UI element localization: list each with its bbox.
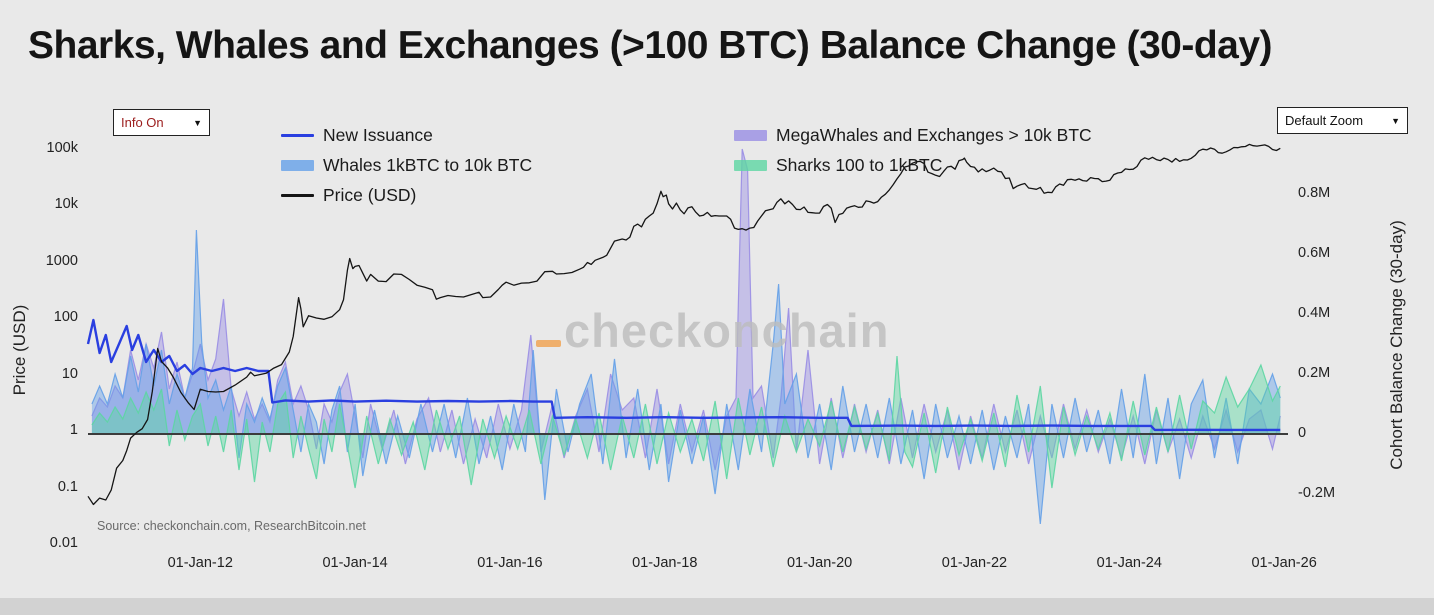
y-right-tick: 0.8M xyxy=(1298,185,1331,201)
x-tick: 01-Jan-26 xyxy=(1251,555,1317,571)
legend-label-whales: Whales 1kBTC to 10k BTC xyxy=(323,154,533,175)
sharks-area-swatch-icon xyxy=(734,159,767,171)
legend-label-price: Price (USD) xyxy=(323,184,417,205)
series-outline-megawhales xyxy=(91,148,1281,471)
series-outline-sharks xyxy=(91,355,1281,489)
legend-item-whales[interactable]: Whales 1kBTC to 10k BTC xyxy=(281,150,532,180)
bottom-strip xyxy=(0,598,1434,615)
legend-label-sharks: Sharks 100 to 1kBTC xyxy=(776,154,943,175)
zoom-dropdown[interactable]: Default Zoom ▼ xyxy=(1277,107,1408,134)
page-title: Sharks, Whales and Exchanges (>100 BTC) … xyxy=(28,24,1273,67)
y-left-tick: 0.1 xyxy=(57,478,78,495)
megawhales-area-swatch-icon xyxy=(734,129,767,141)
legend-column-1: New Issuance Whales 1kBTC to 10k BTC Pri… xyxy=(281,120,532,210)
source-note: Source: checkonchain.com, ResearchBitcoi… xyxy=(97,519,366,533)
y-right-tick: 0.6M xyxy=(1298,245,1331,261)
x-tick: 01-Jan-12 xyxy=(167,555,233,571)
info-dropdown[interactable]: Info On ▼ xyxy=(113,109,210,136)
x-tick: 01-Jan-22 xyxy=(941,555,1008,571)
chevron-down-icon: ▼ xyxy=(1391,115,1400,126)
y-right-tick: -0.2M xyxy=(1298,485,1336,501)
legend-column-2: MegaWhales and Exchanges > 10k BTC Shark… xyxy=(734,120,1092,180)
info-dropdown-value: Info On xyxy=(121,115,164,130)
x-tick: 01-Jan-18 xyxy=(632,555,698,571)
y-left-tick: 1 xyxy=(69,422,78,438)
legend-label-new-issuance: New Issuance xyxy=(323,124,433,145)
y-left-tick: 0.01 xyxy=(49,535,78,551)
x-tick: 01-Jan-20 xyxy=(786,555,853,571)
whales-area-swatch-icon xyxy=(281,159,314,171)
legend-item-new-issuance[interactable]: New Issuance xyxy=(281,120,532,150)
price-line-swatch-icon xyxy=(281,193,314,197)
series-line-new-issuance xyxy=(86,318,1281,432)
new-issuance-line-swatch-icon xyxy=(281,133,314,137)
y-left-tick: 100k xyxy=(46,139,78,156)
y-left-tick: 10 xyxy=(61,365,78,382)
y-left-tick: 1000 xyxy=(45,252,78,269)
legend-item-sharks[interactable]: Sharks 100 to 1kBTC xyxy=(734,150,1092,180)
legend-item-megawhales[interactable]: MegaWhales and Exchanges > 10k BTC xyxy=(734,120,1092,150)
y-right-tick: 0.4M xyxy=(1298,305,1331,321)
chevron-down-icon: ▼ xyxy=(193,117,202,128)
legend-label-megawhales: MegaWhales and Exchanges > 10k BTC xyxy=(776,124,1092,145)
x-tick: 01-Jan-14 xyxy=(322,555,388,571)
series-line-price xyxy=(87,143,1281,506)
legend-item-price[interactable]: Price (USD) xyxy=(281,180,532,210)
y-left-tick: 10k xyxy=(54,196,78,212)
y-left-tick: 100 xyxy=(53,309,78,325)
x-tick: 01-Jan-16 xyxy=(477,555,543,571)
y-right-tick: 0 xyxy=(1298,425,1307,441)
x-tick: 01-Jan-24 xyxy=(1096,555,1162,571)
y-right-tick: 0.2M xyxy=(1298,365,1331,381)
zoom-dropdown-value: Default Zoom xyxy=(1285,113,1364,128)
series-outline-whales xyxy=(91,229,1281,525)
